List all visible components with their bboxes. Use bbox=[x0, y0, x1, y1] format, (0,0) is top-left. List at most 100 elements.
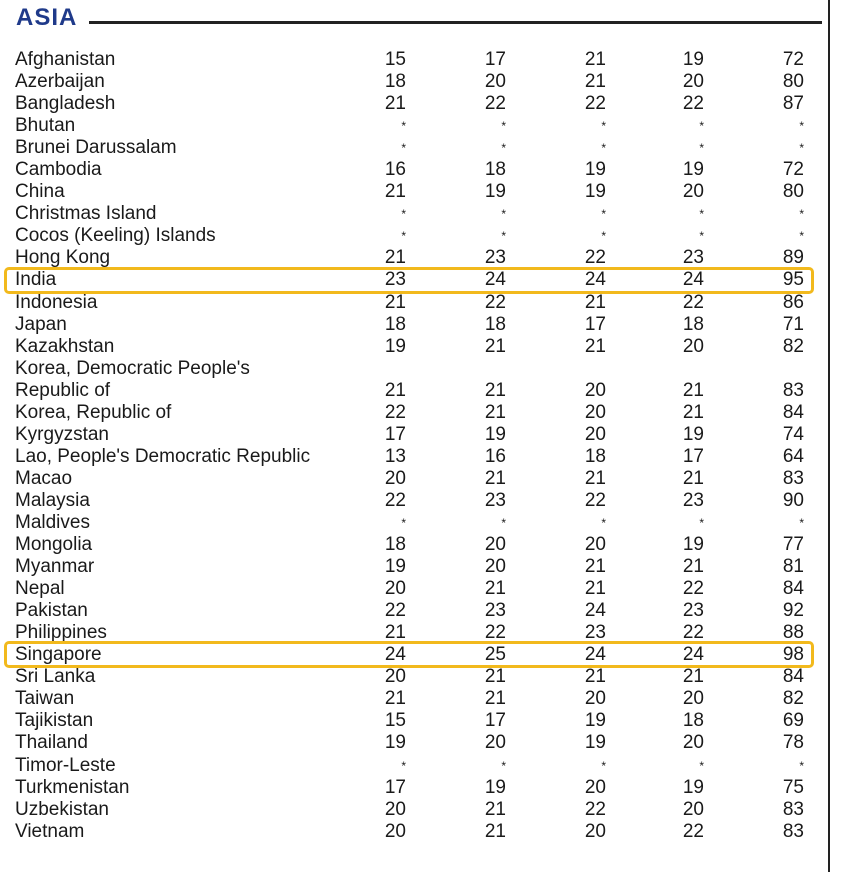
table-row: Pakistan 22 23 24 23 92 bbox=[0, 600, 828, 622]
score-cell-1: 24 bbox=[384, 644, 406, 666]
score-cell-3: * bbox=[601, 207, 606, 222]
score-cell-2: * bbox=[501, 229, 506, 244]
score-cell-1: 21 bbox=[384, 688, 406, 710]
country-name: Christmas Island bbox=[15, 203, 157, 225]
table-row: Malaysia 22 23 22 23 90 bbox=[0, 490, 828, 512]
table-row: Philippines 21 22 23 22 88 bbox=[0, 622, 828, 644]
country-name: Cambodia bbox=[15, 159, 102, 181]
score-cell-4: 18 bbox=[682, 710, 704, 732]
score-cell-3: 21 bbox=[584, 578, 606, 600]
score-cell-2: 24 bbox=[484, 269, 506, 291]
table-row: Korea, Democratic People's bbox=[0, 358, 828, 380]
score-cell-3: 24 bbox=[584, 644, 606, 666]
score-cell-3: 19 bbox=[584, 159, 606, 181]
score-cell-4: 23 bbox=[682, 247, 704, 269]
table-row: Hong Kong 21 23 22 23 89 bbox=[0, 247, 828, 269]
score-cell-4: 18 bbox=[682, 313, 704, 335]
table-row: Kazakhstan 19 21 21 20 82 bbox=[0, 336, 828, 358]
score-cell-3: 20 bbox=[584, 688, 606, 710]
score-cell-2: 21 bbox=[484, 401, 506, 423]
score-cell-5: 83 bbox=[782, 467, 804, 489]
score-cell-3: 21 bbox=[584, 556, 606, 578]
country-score-table: Afghanistan 15 17 21 19 72 Azerbaijan 18 20 21 20 8… bbox=[0, 49, 828, 843]
section-title: ASIA bbox=[16, 4, 78, 31]
country-name: Thailand bbox=[15, 732, 88, 754]
score-cell-5: * bbox=[799, 515, 804, 530]
score-cell-5: 82 bbox=[782, 335, 804, 357]
country-name: Taiwan bbox=[15, 688, 75, 710]
score-cell-3: 22 bbox=[584, 798, 606, 820]
score-cell-4: * bbox=[699, 119, 704, 134]
country-name: Afghanistan bbox=[15, 49, 116, 70]
score-cell-3: * bbox=[601, 758, 606, 773]
score-cell-3: 19 bbox=[584, 181, 606, 203]
score-cell-1: 18 bbox=[384, 534, 406, 556]
country-name: Pakistan bbox=[15, 600, 88, 622]
score-cell-4: 24 bbox=[682, 644, 704, 666]
score-cell-3: 17 bbox=[584, 313, 606, 335]
score-cell-3: 20 bbox=[584, 379, 606, 401]
country-name: Singapore bbox=[15, 644, 102, 666]
score-cell-2: 21 bbox=[484, 335, 506, 357]
score-cell-1: 20 bbox=[384, 666, 406, 688]
score-cell-4: 22 bbox=[682, 578, 704, 600]
score-cell-1: 15 bbox=[384, 710, 406, 732]
score-cell-5: 90 bbox=[782, 489, 804, 511]
score-cell-5: 84 bbox=[782, 401, 804, 423]
score-cell-1: 19 bbox=[384, 556, 406, 578]
score-cell-2: 20 bbox=[484, 556, 506, 578]
country-name: Turkmenistan bbox=[15, 776, 130, 798]
table-row: Maldives * * * * * bbox=[0, 512, 828, 534]
section-header: ASIA bbox=[16, 4, 822, 34]
score-cell-1: 17 bbox=[384, 423, 406, 445]
score-cell-4: 19 bbox=[682, 49, 704, 70]
score-cell-4: * bbox=[699, 515, 704, 530]
score-cell-1: 15 bbox=[384, 49, 406, 70]
score-cell-5: * bbox=[799, 207, 804, 222]
table-row: Nepal 20 21 21 22 84 bbox=[0, 578, 828, 600]
table-row: Bangladesh 21 22 22 22 87 bbox=[0, 93, 828, 115]
score-cell-2: 16 bbox=[484, 445, 506, 467]
score-cell-1: 19 bbox=[384, 732, 406, 754]
score-cell-3: 22 bbox=[584, 247, 606, 269]
table-row: Singapore 24 25 24 24 98 bbox=[0, 644, 828, 666]
score-cell-5: * bbox=[799, 119, 804, 134]
score-cell-1: 21 bbox=[384, 181, 406, 203]
score-cell-2: 23 bbox=[484, 247, 506, 269]
score-cell-2: 20 bbox=[484, 71, 506, 93]
score-cell-5: 69 bbox=[782, 710, 804, 732]
score-cell-1: * bbox=[401, 229, 406, 244]
score-cell-1: 19 bbox=[384, 335, 406, 357]
score-cell-4: 23 bbox=[682, 489, 704, 511]
score-cell-5: 78 bbox=[782, 732, 804, 754]
score-cell-5: 64 bbox=[782, 445, 804, 467]
table-row: Turkmenistan 17 19 20 19 75 bbox=[0, 777, 828, 799]
table-row: Brunei Darussalam * * * * * bbox=[0, 137, 828, 159]
country-name: Uzbekistan bbox=[15, 798, 109, 820]
score-cell-4: 22 bbox=[682, 291, 704, 313]
table-row: India 23 24 24 24 95 bbox=[0, 269, 828, 291]
table-row: Lao, People's Democratic Republic 13 16 18 1… bbox=[0, 446, 828, 468]
table-row: Cambodia 16 18 19 19 72 bbox=[0, 159, 828, 181]
country-name: Nepal bbox=[15, 578, 65, 600]
score-cell-5: 84 bbox=[782, 666, 804, 688]
table-row: Timor-Leste * * * * * bbox=[0, 755, 828, 777]
score-cell-2: 21 bbox=[484, 820, 506, 842]
score-cell-5: 88 bbox=[782, 622, 804, 644]
table-row: Azerbaijan 18 20 21 20 80 bbox=[0, 71, 828, 93]
score-cell-3: 22 bbox=[584, 93, 606, 115]
score-cell-5: 86 bbox=[782, 291, 804, 313]
score-cell-5: * bbox=[799, 229, 804, 244]
score-cell-5: 84 bbox=[782, 578, 804, 600]
table-row: Thailand 19 20 19 20 78 bbox=[0, 732, 828, 754]
score-cell-5: 81 bbox=[782, 556, 804, 578]
score-cell-3: 24 bbox=[584, 269, 606, 291]
score-cell-3: 20 bbox=[584, 776, 606, 798]
score-cell-3: 24 bbox=[584, 600, 606, 622]
score-cell-2: 20 bbox=[484, 732, 506, 754]
score-cell-1: 18 bbox=[384, 71, 406, 93]
row-highlight-box bbox=[4, 266, 814, 294]
table-row: Kyrgyzstan 17 19 20 19 74 bbox=[0, 424, 828, 446]
score-cell-1: 20 bbox=[384, 578, 406, 600]
country-name: Azerbaijan bbox=[15, 71, 105, 93]
